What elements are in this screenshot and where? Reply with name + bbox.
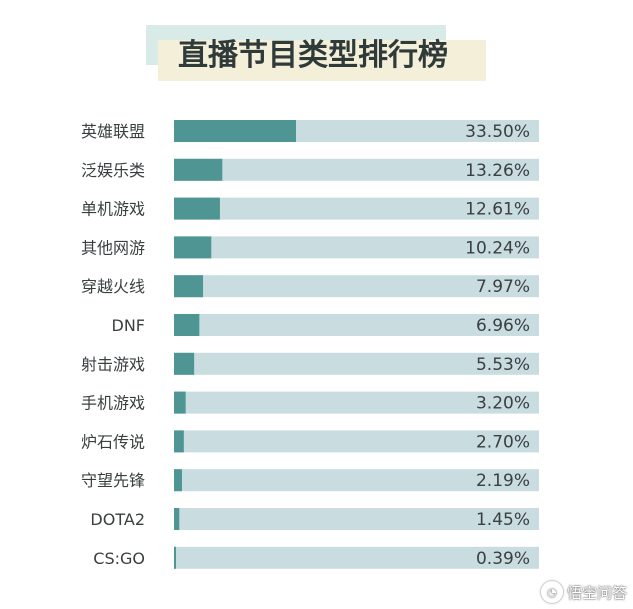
category-label: DOTA2 [90,510,145,529]
bar [174,391,186,414]
category-label: 单机游戏 [81,200,145,219]
bar [174,120,296,142]
bar-track [174,158,539,181]
category-label: 守望先锋 [81,471,145,490]
chat-bubble-icon: ◔ [540,581,563,603]
bar-track [174,352,539,375]
bar [174,430,184,453]
bars-group: 英雄联盟 33.50% 泛娱乐类 13.26% 单机游戏 12.61% 其他网游 10.24%… [81,120,539,569]
watermark: ◔ 悟空问答 [540,581,627,603]
bar-track [174,430,539,453]
category-label: 其他网游 [81,238,145,257]
value-label: 1.45% [476,510,530,530]
bar-track [174,391,539,414]
value-label: 2.70% [476,432,530,452]
value-label: 6.96% [476,316,530,336]
bar [174,508,180,530]
value-label: 12.61% [465,200,530,220]
bar [174,546,176,569]
value-label: 2.19% [476,471,530,491]
bar-track [174,314,539,336]
bar [174,314,200,336]
bar [174,197,220,220]
category-label: 英雄联盟 [81,122,145,141]
value-label: 0.39% [476,549,530,569]
category-label: DNF [112,316,146,335]
bar [174,236,212,259]
category-label: 手机游戏 [81,394,145,413]
value-label: 5.53% [476,355,530,375]
category-label: 射击游戏 [81,355,145,374]
bar [174,275,204,298]
value-label: 3.20% [476,394,530,414]
bar-track [174,236,539,259]
bar [174,469,182,492]
value-label: 13.26% [465,161,530,181]
category-label: 穿越火线 [81,277,145,296]
category-label: 炉石传说 [81,432,145,451]
category-label: CS:GO [93,549,145,568]
chart-title: 直播节目类型排行榜 [178,38,448,73]
chart-title-group: 直播节目类型排行榜 [146,25,486,81]
bar [174,352,195,375]
value-label: 33.50% [465,122,530,142]
bar [174,158,223,181]
bar-track [174,469,539,492]
bar-track [174,197,539,220]
value-label: 10.24% [465,238,530,258]
bar-track [174,275,539,298]
watermark-text: 悟空问答 [566,583,627,602]
bar-track [174,546,539,569]
category-label: 泛娱乐类 [81,161,145,180]
bar-track [174,508,539,530]
title-background-cream [158,40,486,81]
value-label: 7.97% [476,277,530,297]
